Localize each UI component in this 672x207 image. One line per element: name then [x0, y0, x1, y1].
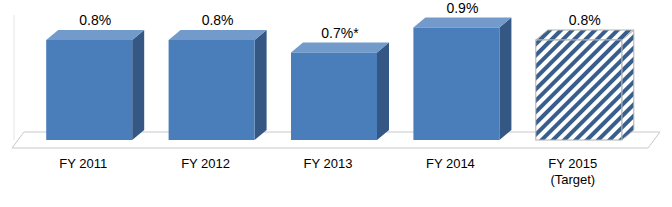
- bar: [46, 40, 132, 140]
- bar: [413, 28, 499, 141]
- background: [0, 0, 672, 207]
- chart-container: 0.8% FY 2011 0.8% FY 2012 0.7%* FY 2013 0.9% FY…: [0, 0, 672, 207]
- bars: [46, 18, 634, 141]
- category-label: FY 2011: [59, 156, 107, 171]
- bar-side: [377, 43, 389, 141]
- category-label: FY 2013: [304, 156, 353, 171]
- category-label: FY 2015(Target): [548, 156, 597, 187]
- data-label: 0.8%: [202, 12, 234, 28]
- bar: [291, 53, 377, 141]
- bar-top: [291, 43, 389, 53]
- data-label: 0.9%: [446, 0, 478, 16]
- bar-side: [255, 30, 267, 140]
- bar-top: [413, 18, 511, 28]
- bar-3d: [536, 30, 634, 140]
- category-label: FY 2014: [426, 156, 475, 171]
- bar-top: [46, 30, 144, 40]
- chart-svg: 0.8% FY 2011 0.8% FY 2012 0.7%* FY 2013 0.9% FY…: [0, 0, 672, 207]
- bar-3d: [46, 30, 144, 140]
- data-label: 0.7%*: [321, 25, 359, 41]
- bar: [536, 40, 622, 140]
- bar-top: [536, 30, 634, 40]
- category-label: FY 2012: [181, 156, 230, 171]
- bar-3d: [169, 30, 267, 140]
- bar: [169, 40, 255, 140]
- bar-top: [169, 30, 267, 40]
- bar-side: [622, 30, 634, 140]
- data-label: 0.8%: [569, 12, 601, 28]
- labels: 0.8% FY 2011 0.8% FY 2012 0.7%* FY 2013 0.9% FY…: [59, 0, 601, 187]
- bar-side: [132, 30, 144, 140]
- data-label: 0.8%: [79, 12, 111, 28]
- value-axis-line: [14, 15, 15, 140]
- bar-3d: [413, 18, 511, 141]
- bar-3d: [291, 43, 389, 141]
- bar-side: [499, 18, 511, 141]
